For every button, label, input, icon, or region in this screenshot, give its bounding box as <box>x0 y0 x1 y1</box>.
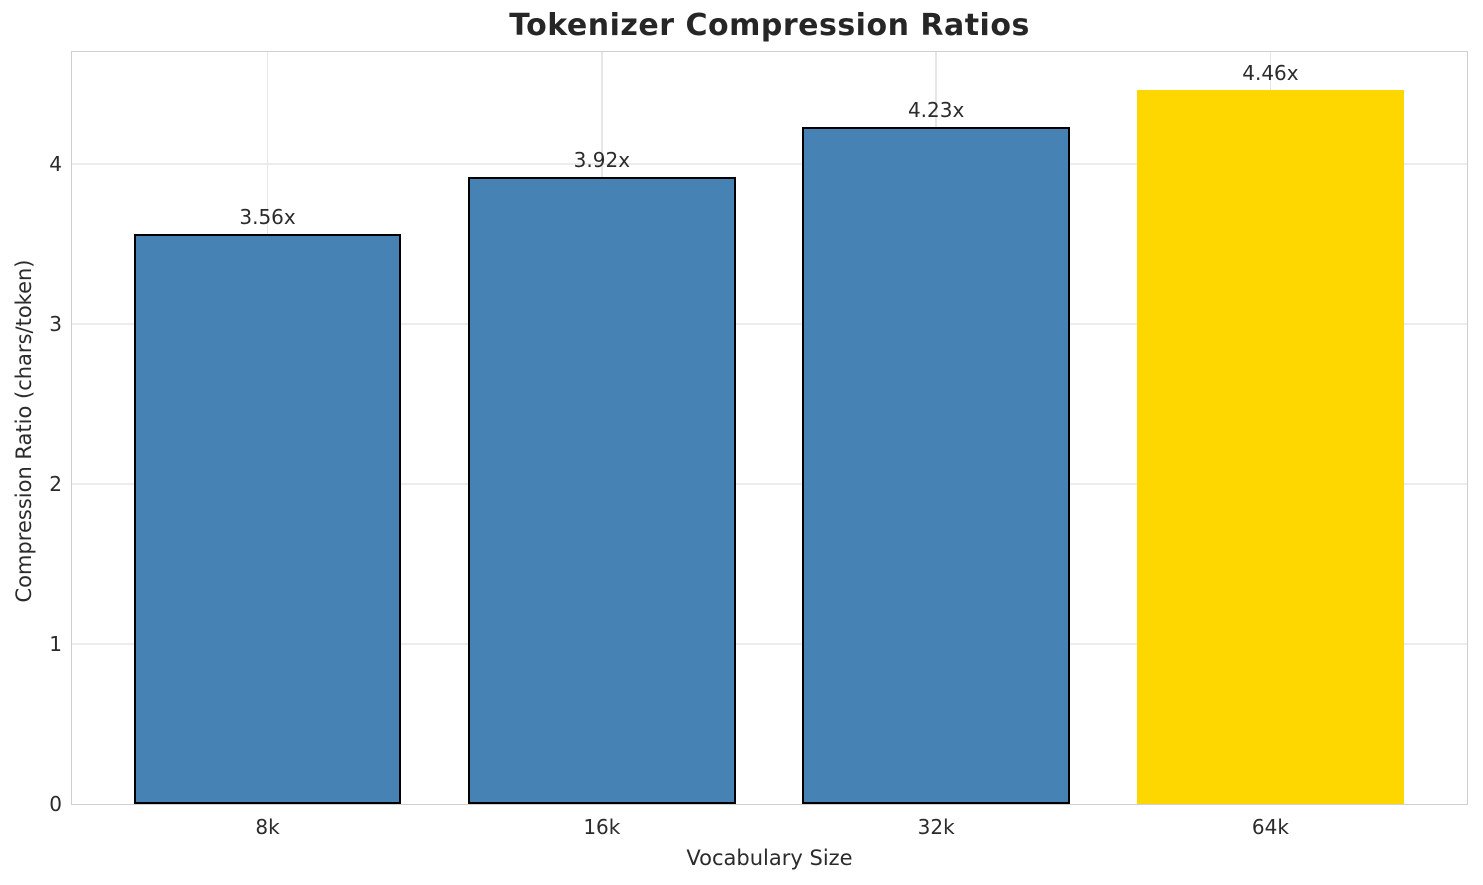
x-axis-label: Vocabulary Size <box>686 846 853 870</box>
chart-title: Tokenizer Compression Ratios <box>509 8 1030 43</box>
bar-8k <box>133 234 402 804</box>
bar-value-label: 4.46x <box>1242 61 1299 86</box>
y-tick-label: 4 <box>49 152 62 176</box>
plot-area-inner <box>72 52 1467 804</box>
bar-64k <box>1136 90 1405 804</box>
x-tick-label: 32k <box>917 815 955 839</box>
bar-value-label: 3.56x <box>239 205 296 230</box>
gridline-horizontal <box>72 323 1467 325</box>
y-tick-label: 2 <box>49 472 62 496</box>
y-tick-label: 0 <box>49 792 62 816</box>
bar-value-label: 4.23x <box>907 98 965 123</box>
gridline-horizontal <box>72 483 1467 485</box>
x-tick-label: 16k <box>583 815 621 839</box>
y-tick-label: 3 <box>49 312 62 336</box>
bar-16k <box>468 176 736 804</box>
gridline-horizontal <box>72 643 1467 645</box>
bar-value-label: 3.92x <box>573 147 631 172</box>
x-tick-label: 64k <box>1251 815 1289 839</box>
plot-area <box>71 51 1468 805</box>
bar-32k <box>802 127 1070 804</box>
gridline-horizontal <box>72 163 1467 165</box>
x-tick-label: 8k <box>255 815 280 839</box>
y-tick-label: 1 <box>49 632 62 656</box>
